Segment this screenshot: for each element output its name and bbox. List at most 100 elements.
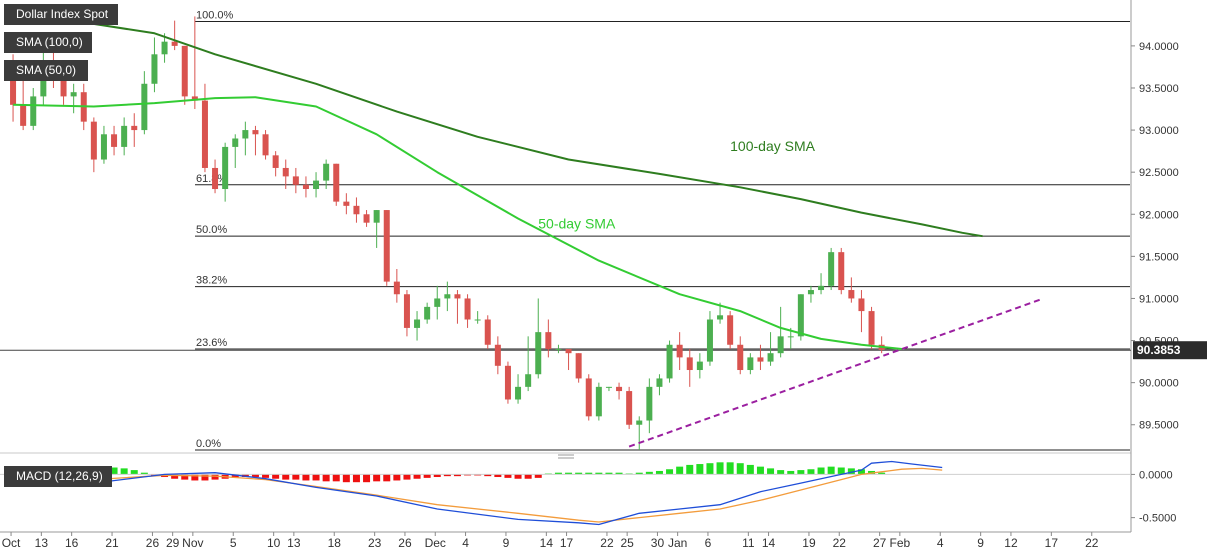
time-tick-label: 5 <box>230 536 237 550</box>
macd-histogram-bar <box>130 470 138 475</box>
time-tick-label: 6 <box>705 536 712 550</box>
macd-histogram-bar <box>666 469 674 475</box>
macd-histogram-bar <box>524 474 532 479</box>
time-tick-label: 21 <box>105 536 119 550</box>
candle-body <box>515 386 522 400</box>
last-price-label: 90.3853 <box>1137 343 1181 357</box>
macd-histogram-bar <box>746 464 754 475</box>
legend-title-text: Dollar Index Spot <box>16 7 109 21</box>
fib-level-label: 0.0% <box>196 438 221 450</box>
time-tick-label: Dec <box>425 536 446 550</box>
macd-histogram-bar <box>191 474 199 481</box>
candle-body <box>767 353 774 362</box>
candle-body <box>464 298 471 320</box>
candle-body <box>575 353 582 379</box>
time-tick-label: 4 <box>937 536 944 550</box>
macd-histogram-bar <box>171 474 179 479</box>
time-tick-label: 13 <box>287 536 301 550</box>
macd-histogram-bar <box>756 466 764 475</box>
candle-body <box>686 357 693 371</box>
time-tick-label: 25 <box>620 536 634 550</box>
fib-level-label: 100.0% <box>196 9 234 21</box>
macd-histogram-bar <box>534 474 542 478</box>
macd-histogram-bar <box>605 472 613 475</box>
candle-body <box>818 285 825 291</box>
candle-body <box>40 71 47 97</box>
macd-tick-label: -0.5000 <box>1139 513 1176 525</box>
candle-body <box>797 294 804 337</box>
candle-body <box>838 252 845 291</box>
macd-histogram-bar <box>504 474 512 478</box>
macd-histogram-bar <box>413 474 421 479</box>
candle-body <box>191 96 198 101</box>
candle-body <box>535 332 542 375</box>
candle-body <box>161 41 168 55</box>
candle-body <box>373 210 380 223</box>
candle-body <box>222 146 229 190</box>
macd-histogram-bar <box>767 468 775 475</box>
fib-level-label: 50.0% <box>196 224 227 236</box>
legend-title: Dollar Index Spot <box>4 4 118 25</box>
macd-histogram-bar <box>403 474 411 480</box>
price-tick-label: 93.5000 <box>1139 83 1179 95</box>
candle-body <box>807 290 814 295</box>
macd-histogram-bar <box>262 474 270 478</box>
macd-histogram-bar <box>443 474 451 477</box>
macd-histogram-bar <box>787 470 795 475</box>
candle-body <box>353 205 360 215</box>
macd-histogram-bar <box>120 468 128 475</box>
time-tick-label: 12 <box>1004 536 1018 550</box>
candle-body <box>504 365 511 400</box>
time-tick-label: 22 <box>600 536 614 550</box>
candle-body <box>383 210 390 282</box>
time-tick-label: 26 <box>398 536 412 550</box>
candle-body <box>100 134 107 160</box>
candle-body <box>828 252 835 286</box>
price-tick-label: 94.0000 <box>1139 41 1179 53</box>
time-tick-label: 27 <box>873 536 887 550</box>
macd-histogram-bar <box>595 472 603 475</box>
macd-histogram-bar <box>484 474 492 477</box>
price-tick-label: 90.0000 <box>1139 378 1179 390</box>
candle-body <box>393 281 400 295</box>
macd-histogram-bar <box>878 472 886 475</box>
macd-tick-label: 0.0000 <box>1139 469 1173 481</box>
macd-histogram-bar <box>211 474 219 480</box>
candle-body <box>565 348 572 354</box>
candle-body <box>131 125 138 131</box>
macd-histogram-bar <box>352 474 360 483</box>
macd-histogram-bar <box>514 474 522 479</box>
candle-body <box>646 386 653 421</box>
candle-body <box>252 130 259 135</box>
time-tick-label: 29 <box>166 536 180 550</box>
sma-annotation: 50-day SMA <box>538 216 616 232</box>
macd-histogram-bar <box>292 474 300 480</box>
macd-histogram-bar <box>857 469 865 475</box>
candle-body <box>616 386 623 392</box>
fib-level-label: 38.2% <box>196 275 227 287</box>
candle-body <box>242 130 249 139</box>
candle-body <box>605 386 612 388</box>
candle-body <box>333 163 340 202</box>
macd-histogram-bar <box>251 474 259 478</box>
macd-histogram-bar <box>453 474 461 477</box>
price-tick-label: 89.5000 <box>1139 420 1179 432</box>
candle-body <box>494 344 501 366</box>
macd-histogram-bar <box>615 472 623 475</box>
time-tick-label: 23 <box>368 536 382 550</box>
macd-histogram-bar <box>312 474 320 481</box>
macd-histogram-bar <box>181 474 189 480</box>
candle-body <box>858 298 865 312</box>
macd-histogram-bar <box>655 470 663 475</box>
candle-body <box>30 96 37 126</box>
price-tick-label: 93.0000 <box>1139 125 1179 137</box>
macd-histogram-bar <box>433 474 441 478</box>
macd-histogram-bar <box>322 474 330 482</box>
time-tick-label: 17 <box>1045 536 1059 550</box>
time-tick-label: 14 <box>540 536 554 550</box>
candle-body <box>787 336 794 338</box>
macd-histogram-bar <box>837 467 845 475</box>
candle-body <box>444 294 451 299</box>
candle-body <box>626 391 633 425</box>
